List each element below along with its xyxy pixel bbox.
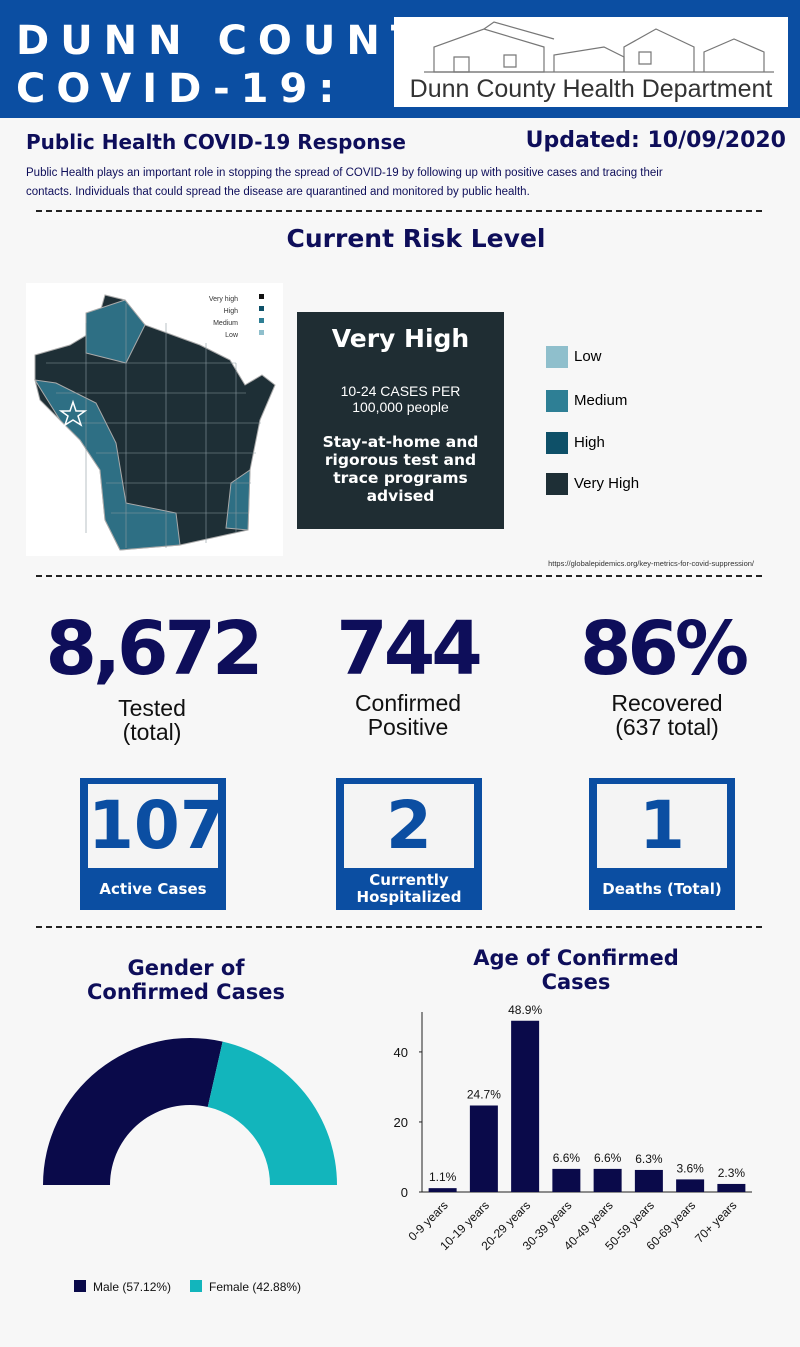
- intro: Public Health plays an important role in…: [26, 167, 663, 198]
- source: https://globalepidemics.org/key-metrics-…: [548, 559, 754, 568]
- value-label: 3.6%: [676, 1161, 704, 1175]
- box-value: 2: [344, 784, 474, 868]
- pie-slice: [207, 1041, 337, 1185]
- map: Very high High Medium Low: [26, 283, 283, 556]
- y-tick-label: 40: [394, 1045, 408, 1060]
- risk-level: Very High: [331, 324, 470, 353]
- risk-box: Very High 10-24 CASES PER 100,000 people…: [297, 312, 504, 529]
- bar: [717, 1183, 746, 1192]
- map-legend: Medium: [213, 320, 238, 327]
- separator: [36, 926, 762, 928]
- bar: [428, 1188, 457, 1192]
- pie-slice: [43, 1038, 223, 1185]
- stat-value: 86%: [579, 606, 749, 692]
- stat-value: 744: [336, 606, 482, 692]
- value-label: 24.7%: [467, 1088, 501, 1102]
- chart-title: Age of Confirmed Cases: [473, 946, 679, 994]
- risk-rate: 10-24 CASES PER 100,000 people: [340, 383, 461, 415]
- updated: Updated: 10/09/2020: [525, 128, 786, 153]
- stat-box: 2 Currently Hospitalized: [336, 778, 482, 910]
- map-legend: High: [224, 308, 239, 315]
- stat-box: 1 Deaths (Total): [589, 778, 735, 910]
- legend-label: Female (42.88%): [209, 1280, 301, 1294]
- subtitle: Public Health COVID-19 Response: [26, 130, 406, 154]
- heading: Current Risk Level: [286, 224, 546, 253]
- stat-box: 107 Active Cases: [80, 778, 226, 910]
- chart-title: Gender of Confirmed Cases: [86, 956, 285, 1004]
- bar: [469, 1105, 498, 1192]
- stat-value: 8,672: [45, 606, 263, 692]
- bar: [552, 1168, 581, 1192]
- box-value: 107: [88, 784, 226, 868]
- logo-sketch: [424, 21, 774, 73]
- stat-label: Recovered (637 total): [611, 690, 723, 740]
- map-legend: Low: [225, 332, 239, 339]
- value-label: 6.6%: [553, 1151, 581, 1165]
- legend-label: Low: [574, 348, 602, 365]
- legend-label: Medium: [574, 392, 628, 409]
- value-label: 6.6%: [594, 1151, 622, 1165]
- legend-label: Very High: [574, 475, 640, 492]
- logo-text: Dunn County Health Department: [409, 75, 773, 103]
- legend-swatch: [74, 1280, 86, 1292]
- legend-swatch: [190, 1280, 202, 1292]
- bar: [676, 1179, 705, 1192]
- value-label: 2.3%: [718, 1166, 746, 1180]
- map-legend: Very high: [209, 296, 238, 303]
- title: COVID-19:: [16, 66, 346, 112]
- bar: [593, 1168, 622, 1192]
- stat-label: Confirmed Positive: [354, 690, 462, 740]
- stat-label: Tested (total): [118, 695, 186, 745]
- separator: [36, 210, 762, 212]
- x-tick-label: 70+ years: [692, 1198, 739, 1245]
- y-tick-label: 0: [401, 1185, 408, 1200]
- box-label: Deaths (Total): [602, 879, 722, 898]
- logo: Dunn County Health Department: [394, 17, 788, 107]
- legend-label: Male (57.12%): [93, 1280, 171, 1294]
- risk-advice: Stay-at-home and rigorous test and trace…: [322, 433, 479, 505]
- y-tick-label: 20: [394, 1115, 408, 1130]
- map-svg: Very high High Medium Low: [34, 294, 276, 551]
- bar: [511, 1020, 540, 1192]
- value-label: 1.1%: [429, 1170, 457, 1184]
- legend-label: High: [574, 434, 605, 451]
- bar: [634, 1169, 663, 1192]
- value-label: 6.3%: [635, 1152, 663, 1166]
- box-label: Currently Hospitalized: [356, 871, 462, 906]
- box-label: Active Cases: [99, 879, 207, 898]
- box-value: 1: [597, 784, 727, 868]
- title: DUNN COUNTY: [16, 18, 470, 64]
- separator: [36, 575, 762, 577]
- value-label: 48.9%: [508, 1003, 542, 1017]
